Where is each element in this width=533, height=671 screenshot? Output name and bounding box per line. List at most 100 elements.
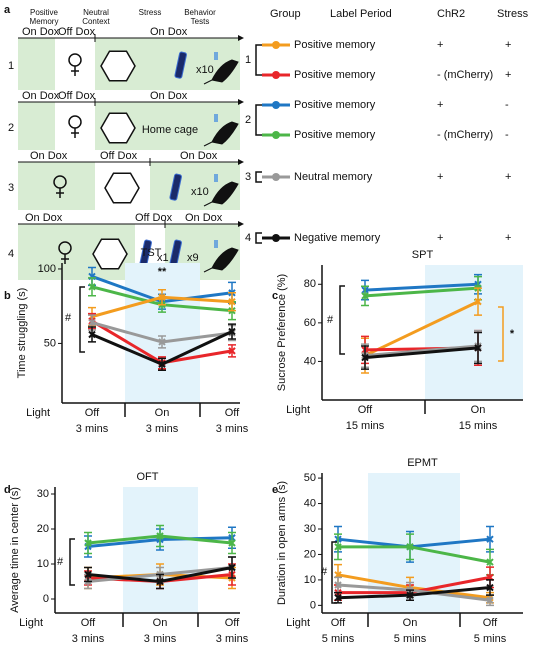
x-tick-label: Off: [358, 404, 373, 416]
stress-icon: [169, 173, 182, 201]
point-marker: [361, 292, 369, 300]
dox-label: Off Dox: [58, 26, 96, 38]
point-marker: [158, 293, 166, 301]
dox-label: Off Dox: [58, 90, 96, 102]
context-icon: [92, 238, 128, 270]
light-label: Light: [286, 404, 310, 416]
legend-label: Negative memory: [294, 232, 381, 244]
legend-label: Positive memory: [294, 39, 376, 51]
panel-label: d: [4, 484, 11, 496]
legend-chr2: +: [437, 39, 443, 51]
point-marker: [334, 581, 342, 589]
chart-title: OFT: [137, 471, 159, 483]
mouse-icon: [203, 59, 239, 85]
group-bracket: [255, 232, 262, 244]
x-tick-label: On: [153, 617, 168, 629]
stress-count: x10: [196, 64, 214, 76]
point-marker: [334, 594, 342, 602]
group-bracket: [255, 171, 262, 183]
protocol-header: Neutral Context: [82, 8, 110, 26]
y-tick-label: 0: [43, 593, 49, 605]
chart-title: SPT: [412, 249, 434, 261]
context-icon: [100, 112, 136, 144]
x-sublabel: 15 mins: [459, 420, 498, 432]
panel-label: b: [4, 290, 11, 302]
point-marker: [228, 347, 236, 355]
group-header: Stress: [497, 8, 529, 20]
female-icon-cross: [56, 188, 64, 198]
dox-label: On Dox: [22, 26, 60, 38]
point-marker: [158, 360, 166, 368]
chart-title: TST: [141, 247, 162, 259]
row-id: 4: [8, 248, 14, 260]
x-tick-label: On: [471, 404, 486, 416]
timeline-arrow: [238, 35, 244, 41]
annotation: #: [57, 556, 64, 568]
point-marker: [361, 353, 369, 362]
point-marker: [88, 283, 96, 291]
y-tick-label: 40: [304, 497, 316, 509]
dox-label: Off Dox: [100, 150, 138, 162]
x-sublabel: 5 mins: [394, 633, 427, 645]
significance-bracket: [79, 286, 85, 353]
dox-label: On Dox: [22, 90, 60, 102]
test-device: [214, 114, 218, 122]
point-marker: [334, 543, 342, 551]
x-sublabel: 3 mins: [144, 633, 177, 645]
x-sublabel: 3 mins: [146, 423, 179, 435]
legend-chr2: +: [437, 171, 443, 183]
legend-marker: [272, 71, 280, 79]
group-header: Group: [270, 8, 301, 20]
legend-stress: -: [505, 99, 509, 111]
significance-bracket: [331, 541, 337, 604]
legend-chr2: +: [437, 99, 443, 111]
x-sublabel: 3 mins: [216, 633, 249, 645]
legend-marker: [272, 234, 280, 242]
group-bracket: [255, 44, 262, 76]
legend-chr2: - (mCherry): [437, 69, 493, 81]
legend-label: Positive memory: [294, 99, 376, 111]
point-marker: [486, 596, 494, 604]
panel-label: e: [272, 484, 278, 496]
test-device: [214, 240, 218, 248]
dox-label: On Dox: [185, 212, 223, 224]
y-tick-label: 0: [310, 599, 316, 611]
female-icon-cross: [71, 66, 79, 76]
stress-icon: [174, 51, 187, 79]
point-marker: [88, 318, 96, 327]
chart-title: EPMT: [407, 457, 438, 469]
point-marker: [486, 558, 494, 566]
mouse-icon: [203, 181, 239, 207]
protocol-header: Positive Memory: [29, 8, 59, 26]
point-marker: [474, 344, 482, 352]
light-label: Light: [26, 407, 50, 419]
stress-count: x1: [157, 252, 169, 264]
group-header: Label Period: [330, 8, 392, 20]
y-tick-label: 20: [304, 548, 316, 560]
point-marker: [228, 298, 236, 306]
group-id: 4: [245, 232, 251, 244]
mouse-icon: [203, 247, 239, 273]
x-sublabel: 3 mins: [72, 633, 105, 645]
y-tick-label: 30: [37, 488, 49, 500]
legend-label: Positive memory: [294, 129, 376, 141]
x-sublabel: 3 mins: [76, 423, 109, 435]
significance-bracket: [69, 538, 75, 586]
protocol-header: Stress: [138, 8, 162, 17]
y-tick-label: 30: [304, 523, 316, 535]
y-tick-label: 10: [37, 558, 49, 570]
y-tick-label: 20: [37, 523, 49, 535]
y-tick-label: 50: [304, 472, 316, 484]
x-tick-label: On: [403, 617, 418, 629]
female-icon-cross: [61, 254, 69, 264]
light-on-shade: [125, 263, 200, 403]
y-tick-label: 100: [38, 263, 56, 275]
x-sublabel: 15 mins: [346, 420, 385, 432]
y-axis-label: Average time in center (s): [9, 487, 21, 613]
legend-marker: [272, 173, 280, 181]
point-marker: [88, 330, 96, 339]
point-marker: [158, 338, 166, 346]
legend-label: Positive memory: [294, 69, 376, 81]
y-axis-label: Time struggling (s): [16, 288, 28, 379]
